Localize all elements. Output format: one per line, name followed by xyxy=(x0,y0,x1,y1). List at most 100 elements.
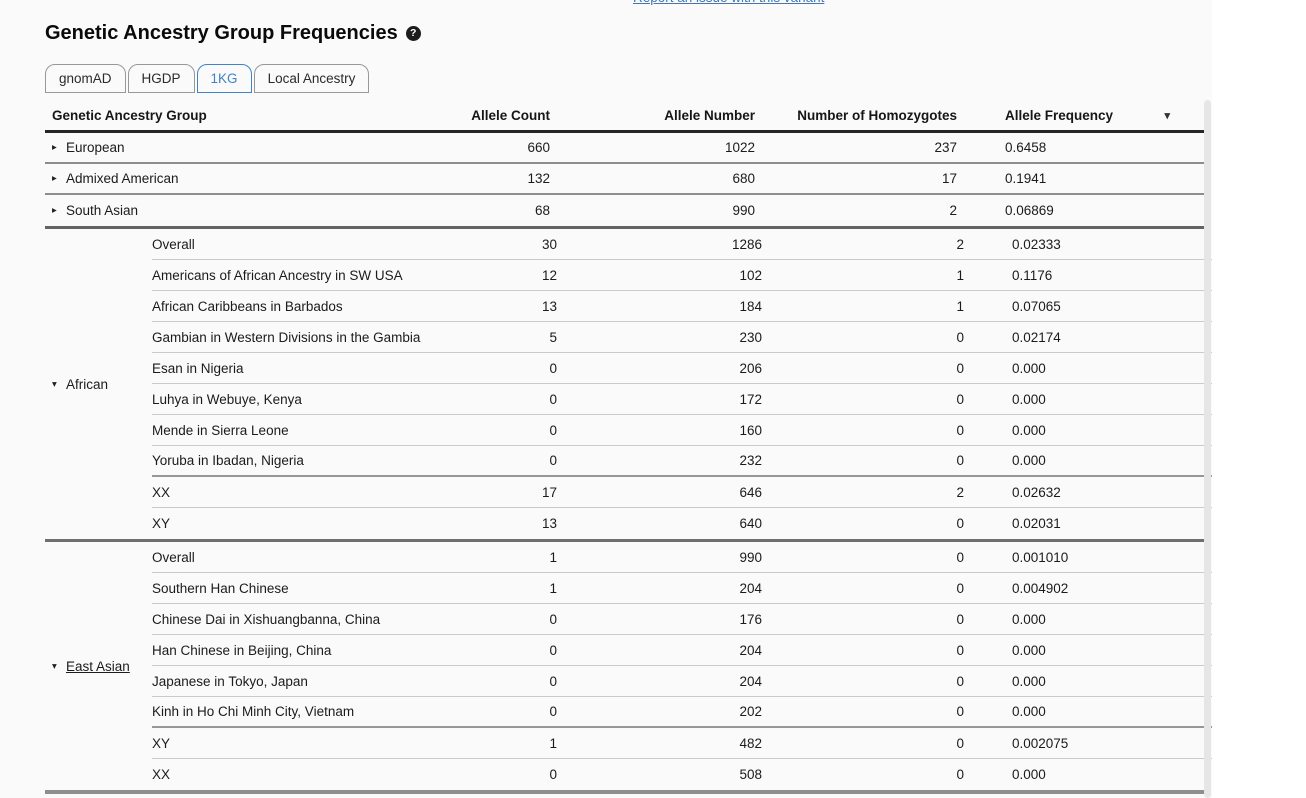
header-allele-count: Allele Count xyxy=(471,107,550,123)
cell-allele-number: 640 xyxy=(739,516,762,531)
tab-hgdp[interactable]: HGDP xyxy=(127,64,195,93)
group-expand-toggle[interactable]: ▸ Admixed American xyxy=(45,171,385,186)
triangle-right-icon: ▸ xyxy=(52,173,57,184)
group-label: African xyxy=(66,376,109,392)
group-label: South Asian xyxy=(66,203,139,218)
cell-allele-number: 176 xyxy=(739,611,762,627)
cell-allele-number: 202 xyxy=(739,704,762,719)
cell-number-of-homozygotes: 0 xyxy=(956,642,964,658)
table-row: ▸ South Asian 68 990 2 0.06869 xyxy=(45,195,1210,226)
cell-number-of-homozygotes: 0 xyxy=(956,735,964,751)
cell-allele-frequency: 0.004902 xyxy=(1012,580,1069,596)
cell-allele-count: 13 xyxy=(541,516,557,531)
table-row: Japanese in Tokyo, Japan 0 204 0 0.000 xyxy=(152,666,1212,697)
subpopulation-label: Japanese in Tokyo, Japan xyxy=(152,673,308,689)
table-row: Kinh in Ho Chi Minh City, Vietnam 0 202 0 0.… xyxy=(152,697,1212,728)
cell-allele-frequency: 0.000 xyxy=(1012,360,1046,376)
help-icon[interactable]: ? xyxy=(405,26,421,41)
table-row: XY 13 640 0 0.02031 xyxy=(152,508,1212,539)
cell-number-of-homozygotes: 0 xyxy=(956,580,964,596)
cell-allele-frequency: 0.000 xyxy=(1012,453,1046,468)
group-expand-toggle[interactable]: ▸ South Asian xyxy=(45,203,385,218)
cell-allele-count: 0 xyxy=(549,360,557,376)
cell-allele-count: 0 xyxy=(549,611,557,627)
cell-allele-frequency: 0.000 xyxy=(1012,642,1046,658)
cell-allele-number: 230 xyxy=(739,329,762,345)
subpopulation-label: Gambian in Western Divisions in the Gamb… xyxy=(152,329,421,345)
cell-allele-frequency: 0.02333 xyxy=(1012,236,1061,252)
cell-allele-number: 990 xyxy=(732,203,755,218)
table-row: African Caribbeans in Barbados 13 184 1 0.07… xyxy=(152,291,1212,322)
cell-allele-number: 680 xyxy=(732,171,755,186)
triangle-down-icon: ▾ xyxy=(52,660,57,672)
cell-allele-number: 206 xyxy=(739,360,762,376)
cell-number-of-homozygotes: 0 xyxy=(956,549,964,565)
cell-allele-number: 1286 xyxy=(731,236,762,252)
triangle-right-icon: ▸ xyxy=(52,142,57,153)
group-label: Admixed American xyxy=(66,171,179,186)
cell-number-of-homozygotes: 0 xyxy=(956,704,964,719)
header-allele-frequency[interactable]: Allele Frequency ▾ xyxy=(957,108,1210,123)
caret-down-icon[interactable]: ▾ xyxy=(1164,109,1170,122)
cell-number-of-homozygotes: 0 xyxy=(956,611,964,627)
table-row: Esan in Nigeria 0 206 0 0.000 xyxy=(152,353,1212,384)
subpopulation-label: XY xyxy=(152,516,171,531)
subpopulation-label: Luhya in Webuye, Kenya xyxy=(152,391,302,407)
report-issue-link[interactable]: Report an issue with this variant xyxy=(633,0,824,5)
cell-number-of-homozygotes: 0 xyxy=(956,673,964,689)
tab-local-ancestry[interactable]: Local Ancestry xyxy=(253,64,370,93)
table-row: Overall 30 1286 2 0.02333 xyxy=(152,229,1212,260)
frequencies-table: Genetic Ancestry Group Allele Count Alle… xyxy=(45,100,1212,794)
cell-allele-frequency: 0.6458 xyxy=(1005,140,1047,155)
subpopulation-label: XX xyxy=(152,484,171,500)
cell-allele-count: 0 xyxy=(549,391,557,407)
group-subrows: Overall 30 1286 2 0.02333 Americans of Africa… xyxy=(152,229,1212,539)
tab-1kg[interactable]: 1KG xyxy=(196,64,252,93)
cell-allele-number: 482 xyxy=(739,735,762,751)
cell-number-of-homozygotes: 0 xyxy=(956,422,964,438)
cell-allele-frequency: 0.02632 xyxy=(1012,484,1061,500)
group-subrows: Overall 1 990 0 0.001010 Southern Han Chinese… xyxy=(152,542,1212,790)
cell-allele-number: 990 xyxy=(739,549,762,565)
group-label: European xyxy=(66,140,125,155)
cell-number-of-homozygotes: 0 xyxy=(956,453,964,468)
cell-number-of-homozygotes: 237 xyxy=(934,140,957,155)
cell-allele-frequency: 0.002075 xyxy=(1012,735,1069,751)
subpopulation-label: Mende in Sierra Leone xyxy=(152,422,289,438)
table-scrollbar[interactable] xyxy=(1204,100,1211,798)
subpopulation-label: Overall xyxy=(152,549,195,565)
cell-allele-number: 204 xyxy=(739,580,762,596)
cell-number-of-homozygotes: 2 xyxy=(956,484,964,500)
cell-allele-count: 0 xyxy=(549,642,557,658)
cell-allele-count: 660 xyxy=(527,140,550,155)
cell-allele-frequency: 0.1176 xyxy=(1012,267,1053,283)
cell-allele-frequency: 0.1941 xyxy=(1005,171,1047,186)
cell-allele-count: 13 xyxy=(541,298,557,314)
expanded-group: ▾ East Asian Overall 1 990 0 0.001010 Southern … xyxy=(45,542,1212,794)
cell-allele-frequency: 0.000 xyxy=(1012,611,1046,627)
table-row: Gambian in Western Divisions in the Gamb… xyxy=(152,322,1212,353)
page-title: Genetic Ancestry Group Frequencies xyxy=(45,22,398,44)
group-expand-toggle[interactable]: ▾ East Asian xyxy=(45,542,152,790)
group-expand-toggle[interactable]: ▾ African xyxy=(45,229,152,539)
table-row: XX 0 508 0 0.000 xyxy=(152,759,1212,790)
cell-allele-number: 102 xyxy=(739,267,762,283)
table-row: Southern Han Chinese 1 204 0 0.004902 xyxy=(152,573,1212,604)
subpopulation-label: Yoruba in Ibadan, Nigeria xyxy=(152,453,304,468)
cell-number-of-homozygotes: 0 xyxy=(956,391,964,407)
cell-allele-count: 1 xyxy=(549,580,557,596)
table-row: Luhya in Webuye, Kenya 0 172 0 0.000 xyxy=(152,384,1212,415)
tab-gnomad[interactable]: gnomAD xyxy=(45,64,126,93)
subpopulation-label: Chinese Dai in Xishuangbanna, China xyxy=(152,611,381,627)
table-row: XX 17 646 2 0.02632 xyxy=(152,477,1212,508)
cell-allele-number: 160 xyxy=(739,422,762,438)
expanded-group: ▾ African Overall 30 1286 2 0.02333 Americans o… xyxy=(45,226,1212,542)
cell-allele-count: 0 xyxy=(549,673,557,689)
cell-number-of-homozygotes: 0 xyxy=(956,516,964,531)
group-label: East Asian xyxy=(66,658,130,674)
cell-allele-count: 30 xyxy=(541,236,557,252)
group-expand-toggle[interactable]: ▸ European xyxy=(45,140,385,155)
subpopulation-label: Overall xyxy=(152,236,195,252)
cell-allele-count: 68 xyxy=(534,203,550,218)
cell-allele-count: 0 xyxy=(549,422,557,438)
